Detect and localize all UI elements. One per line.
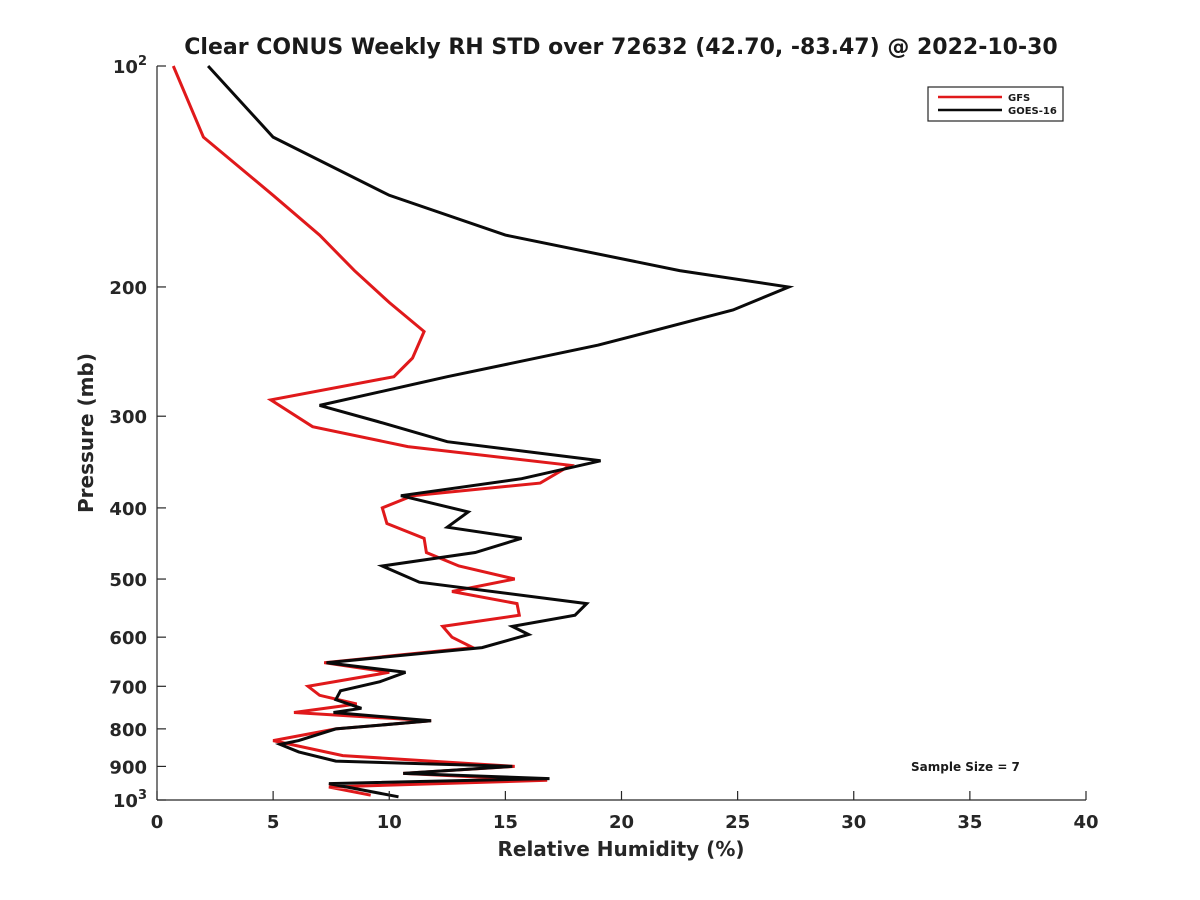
legend: GFS GOES-16: [927, 86, 1064, 122]
y-axis-label: Pressure (mb): [74, 353, 98, 513]
y-tick-label: 900: [109, 757, 147, 778]
y-tick-label: 700: [109, 677, 147, 698]
chart-title: Clear CONUS Weekly RH STD over 72632 (42…: [184, 35, 1057, 60]
y-tick-label: 400: [109, 499, 147, 520]
x-axis-label: Relative Humidity (%): [497, 837, 744, 861]
x-axis-ticks: 0 5 10 15 20 25 30 35 40: [151, 791, 1099, 833]
series-layer: [171, 64, 795, 799]
x-tick-label: 40: [1073, 812, 1098, 833]
legend-label: GOES-16: [1008, 106, 1057, 117]
legend-label: GFS: [1008, 93, 1030, 104]
x-tick-label: 5: [267, 812, 280, 833]
x-tick-label: 25: [725, 812, 750, 833]
legend-box: [927, 86, 1064, 122]
y-axis-ticks: 102 200 300 400 500 600 700 800 900 103: [109, 54, 166, 812]
sample-size-annotation: Sample Size = 7: [911, 760, 1020, 774]
y-tick-label: 200: [109, 278, 147, 299]
x-tick-label: 0: [151, 812, 164, 833]
plot-area: 0 5 10 15 20 25 30 35 40 102 200 300 400 500 600 700 80…: [109, 54, 1098, 833]
y-tick-label: 103: [113, 788, 147, 812]
x-tick-label: 15: [493, 812, 518, 833]
x-tick-label: 20: [609, 812, 634, 833]
y-tick-label: 600: [109, 628, 147, 649]
x-tick-label: 35: [957, 812, 982, 833]
y-tick-label: 102: [113, 54, 147, 78]
y-tick-label: 500: [109, 570, 147, 591]
x-tick-label: 10: [377, 812, 402, 833]
y-tick-label: 800: [109, 720, 147, 741]
x-tick-label: 30: [841, 812, 866, 833]
plot-background: [157, 66, 1086, 800]
y-tick-label: 300: [109, 407, 147, 428]
series-line-goes-16: [206, 64, 795, 799]
